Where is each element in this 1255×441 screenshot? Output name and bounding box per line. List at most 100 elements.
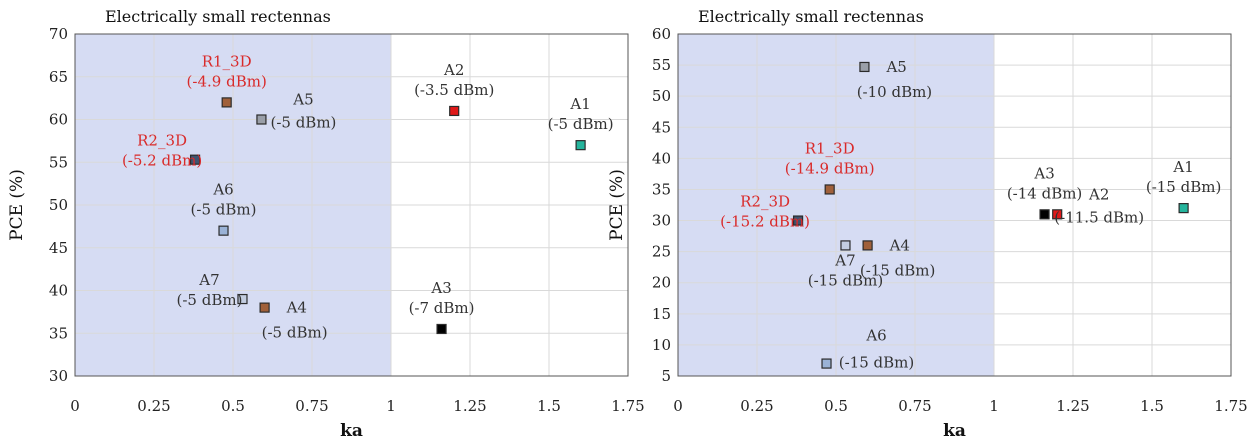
point-name-label: A3 — [430, 279, 451, 297]
point-power-label: (-5 dBm) — [262, 324, 328, 342]
point-name-label: A6 — [212, 181, 233, 199]
point-marker — [840, 240, 851, 251]
y-tick-label: 60 — [652, 25, 671, 43]
point-marker — [821, 358, 832, 369]
data-point-a7: A7 (-5 dBm) — [177, 271, 248, 309]
x-tick-label: 1.5 — [537, 397, 561, 415]
point-marker — [237, 293, 248, 305]
point-marker — [1039, 209, 1050, 220]
x-tick-label: 0 — [70, 397, 80, 415]
y-tick-label: 50 — [652, 87, 671, 105]
point-name-label: A4 — [286, 299, 307, 317]
point-marker — [862, 240, 873, 251]
data-point-r1_3d: R1_3D (-14.9 dBm) — [785, 139, 875, 195]
x-tick-label: 0 — [673, 397, 683, 415]
y-tick-label: 10 — [652, 336, 671, 354]
point-name-label: R2_3D — [137, 132, 187, 150]
y-tick-label: 35 — [652, 180, 671, 198]
point-marker — [449, 105, 460, 117]
x-tick-label: 1 — [989, 397, 999, 415]
point-marker — [259, 302, 270, 313]
point-name-label: A1 — [1172, 158, 1193, 176]
data-point-a5: A5 (-5 dBm) — [256, 91, 336, 132]
x-tick-label: 0.5 — [221, 397, 245, 415]
point-name-label: R1_3D — [202, 52, 252, 70]
data-point-a2: A2 (-11.5 dBm) — [1052, 185, 1144, 226]
point-power-label: (-14.9 dBm) — [785, 159, 875, 177]
point-marker — [436, 323, 447, 335]
x-tick-label: 0.75 — [295, 397, 328, 415]
point-power-label: (-4.9 dBm) — [187, 72, 267, 90]
point-power-label: (-15.2 dBm) — [720, 213, 810, 231]
point-power-label: (-15 dBm) — [839, 354, 914, 372]
x-tick-label: 0.25 — [137, 397, 170, 415]
point-power-label: (-15 dBm) — [808, 271, 883, 289]
y-tick-label: 30 — [652, 212, 671, 230]
y-tick-label: 50 — [49, 196, 68, 214]
data-point-a4: A4 (-5 dBm) — [259, 299, 328, 342]
x-tick-label: 1.75 — [1214, 397, 1247, 415]
y-tick-label: 45 — [49, 239, 68, 257]
y-tick-label: 60 — [49, 111, 68, 129]
y-tick-label: 20 — [652, 274, 671, 292]
data-point-a6: A6 (-15 dBm) — [821, 327, 914, 372]
y-axis-label: PCE (%) — [607, 169, 627, 241]
data-point-a3: A3 (-14 dBm) — [1007, 164, 1082, 220]
data-point-a7: A7 (-15 dBm) — [808, 240, 883, 289]
point-power-label: (-5 dBm) — [270, 114, 336, 132]
point-name-label: A7 — [198, 271, 219, 289]
x-tick-label: 1 — [386, 397, 396, 415]
data-point-a4: A4 (-15 dBm) — [860, 236, 935, 279]
chart-left: 0 0.25 0.5 0.75 1 1.25 1.5 1.75 30 35 40 45 50 55 60 65… — [7, 7, 645, 441]
point-power-label: (-5 dBm) — [548, 115, 614, 133]
point-power-label: (-15 dBm) — [860, 261, 935, 279]
y-tick-label: 55 — [652, 56, 671, 74]
region-label: Electrically small rectennas — [105, 7, 331, 26]
x-tick-label: 1.5 — [1140, 397, 1164, 415]
point-power-label: (-3.5 dBm) — [414, 81, 494, 99]
plot-frame — [677, 33, 1232, 377]
y-tick-label: 45 — [652, 118, 671, 136]
point-marker — [221, 97, 232, 108]
point-power-label: (-14 dBm) — [1007, 184, 1082, 202]
point-marker — [575, 140, 586, 151]
point-marker — [1052, 209, 1063, 220]
point-name-label: A1 — [569, 95, 590, 113]
data-point-a2: A2 (-3.5 dBm) — [414, 61, 494, 117]
point-marker — [792, 215, 804, 226]
point-name-label: A6 — [865, 327, 886, 345]
point-name-label: A5 — [885, 58, 906, 76]
point-power-label: (-10 dBm) — [857, 83, 932, 101]
x-tick-label: 0.5 — [824, 397, 848, 415]
y-tick-label: 70 — [49, 25, 68, 43]
point-marker — [1178, 203, 1189, 214]
point-power-label: (-7 dBm) — [409, 299, 475, 317]
point-name-label: A7 — [834, 251, 855, 269]
point-name-label: R1_3D — [805, 139, 855, 157]
point-marker — [256, 114, 267, 125]
x-tick-label: 1.75 — [611, 397, 644, 415]
data-point-a6: A6 (-5 dBm) — [191, 181, 257, 236]
data-point-a1: A1 (-15 dBm) — [1146, 158, 1221, 214]
y-tick-label: 30 — [49, 367, 68, 385]
point-marker — [824, 184, 835, 195]
data-point-r2_3d: R2_3D (-5.2 dBm) — [122, 132, 202, 170]
data-point-r2_3d: R2_3D (-15.2 dBm) — [720, 193, 810, 231]
y-axis-label: PCE (%) — [7, 169, 27, 241]
point-power-label: (-15 dBm) — [1146, 178, 1221, 196]
point-power-label: (-5.2 dBm) — [122, 152, 202, 170]
data-point-a3: A3 (-7 dBm) — [409, 279, 475, 335]
x-axis-label: ka — [340, 421, 363, 441]
point-name-label: A5 — [292, 91, 313, 109]
y-tick-label: 40 — [49, 282, 68, 300]
x-tick-label: 0.25 — [740, 397, 773, 415]
data-point-r1_3d: R1_3D (-4.9 dBm) — [187, 52, 267, 108]
point-power-label: (-11.5 dBm) — [1054, 208, 1144, 226]
plot-frame — [74, 33, 629, 377]
point-power-label: (-5 dBm) — [191, 201, 257, 219]
chart-right: 0 0.25 0.5 0.75 1 1.25 1.5 1.75 5 10 15 20 25 30 35 40 4… — [607, 7, 1248, 441]
y-tick-label: 25 — [652, 243, 671, 261]
point-name-label: A4 — [889, 236, 910, 254]
x-tick-label: 1.25 — [1056, 397, 1089, 415]
